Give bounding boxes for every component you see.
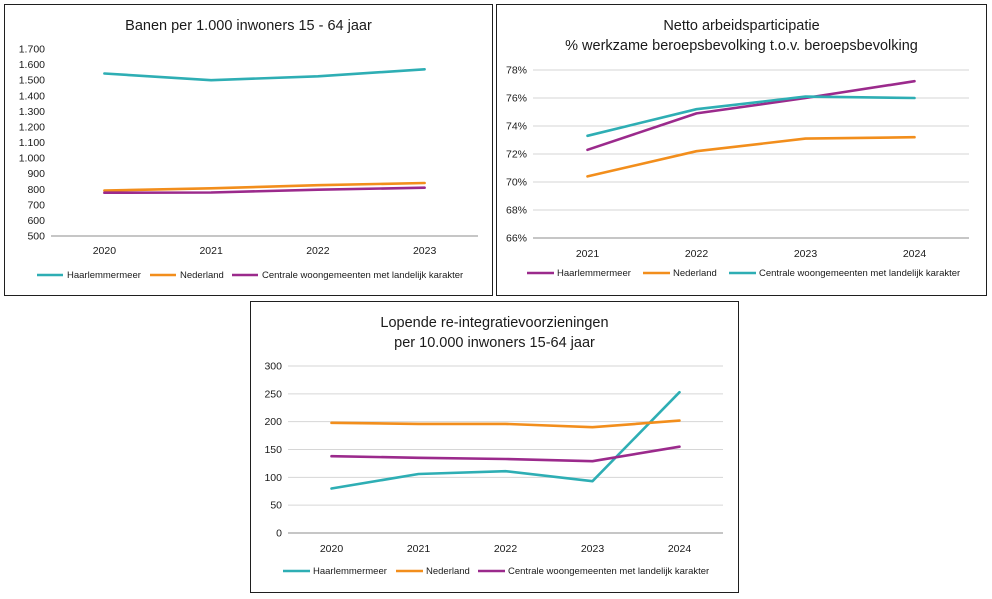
legend-label: Nederland — [180, 270, 224, 281]
x-tick-label: 2024 — [668, 543, 692, 555]
y-tick-label: 100 — [264, 472, 282, 484]
y-tick-label: 1.000 — [19, 153, 45, 165]
chart-svg: Lopende re-integratievoorzieningen per 10… — [264, 315, 723, 577]
y-tick-label: 1.200 — [19, 121, 45, 133]
series-line-nederland — [586, 135, 916, 178]
x-tick-label: 2023 — [413, 245, 437, 257]
y-tick-label: 1.100 — [19, 137, 45, 149]
y-tick-label: 74% — [506, 121, 527, 133]
series-line-nederland — [103, 181, 426, 192]
x-tick-label: 2023 — [581, 543, 605, 555]
y-tick-label: 78% — [506, 65, 527, 77]
y-tick-label: 300 — [264, 361, 282, 373]
x-tick-label: 2021 — [199, 245, 223, 257]
y-tick-label: 68% — [506, 205, 527, 217]
chart-arbeidsparticipatie: Netto arbeidsparticipatie % werkzame bero… — [496, 4, 987, 296]
y-tick-label: 1.400 — [19, 90, 45, 102]
series-line-haarlemmermeer — [103, 68, 426, 82]
legend-label: Nederland — [673, 268, 717, 279]
chart-re-integratie: Lopende re-integratievoorzieningen per 10… — [250, 301, 739, 593]
y-tick-label: 0 — [276, 528, 282, 540]
legend-label: Centrale woongemeenten met landelijk kar… — [262, 270, 463, 281]
legend-label: Haarlemmermeer — [313, 566, 387, 577]
series-line-centrale — [330, 445, 681, 463]
y-tick-label: 1.700 — [19, 44, 45, 56]
chart-title: Lopende re-integratievoorzieningen — [380, 315, 608, 331]
legend-label: Centrale woongemeenten met landelijk kar… — [759, 268, 960, 279]
chart-title: % werkzame beroepsbevolking t.o.v. beroe… — [565, 38, 918, 54]
series-line-haarlemmermeer — [330, 390, 681, 490]
chart-title: Netto arbeidsparticipatie — [663, 18, 819, 34]
legend-label: Nederland — [426, 566, 470, 577]
y-tick-label: 1.300 — [19, 106, 45, 118]
y-tick-label: 700 — [27, 199, 45, 211]
y-tick-label: 250 — [264, 388, 282, 400]
series-line-haarlemmermeer — [586, 79, 916, 152]
chart-banen: Banen per 1.000 inwoners 15 - 64 jaar 500… — [4, 4, 493, 296]
series-line-nederland — [330, 419, 681, 429]
x-tick-label: 2020 — [320, 543, 344, 555]
chart-svg: Banen per 1.000 inwoners 15 - 64 jaar 500… — [19, 18, 478, 281]
y-tick-label: 50 — [270, 500, 282, 512]
x-tick-label: 2021 — [407, 543, 431, 555]
y-tick-label: 900 — [27, 168, 45, 180]
chart-svg: Netto arbeidsparticipatie % werkzame bero… — [506, 18, 969, 279]
y-tick-label: 800 — [27, 184, 45, 196]
y-tick-label: 70% — [506, 177, 527, 189]
x-tick-label: 2024 — [903, 248, 927, 260]
y-tick-label: 150 — [264, 444, 282, 456]
x-tick-label: 2023 — [794, 248, 818, 260]
legend-label: Haarlemmermeer — [557, 268, 631, 279]
x-tick-label: 2022 — [306, 245, 330, 257]
series-line-centrale — [103, 186, 426, 194]
y-tick-label: 600 — [27, 215, 45, 227]
y-tick-label: 66% — [506, 233, 527, 245]
x-tick-label: 2021 — [576, 248, 600, 260]
chart-title: Banen per 1.000 inwoners 15 - 64 jaar — [125, 18, 372, 34]
x-tick-label: 2022 — [685, 248, 709, 260]
x-tick-label: 2022 — [494, 543, 518, 555]
series-line-centrale — [586, 95, 916, 138]
legend-label: Centrale woongemeenten met landelijk kar… — [508, 566, 709, 577]
chart-title: per 10.000 inwoners 15-64 jaar — [394, 335, 595, 351]
legend-label: Haarlemmermeer — [67, 270, 141, 281]
y-tick-label: 200 — [264, 416, 282, 428]
y-tick-label: 72% — [506, 149, 527, 161]
x-tick-label: 2020 — [93, 245, 117, 257]
y-tick-label: 1.500 — [19, 75, 45, 87]
y-tick-label: 76% — [506, 93, 527, 105]
y-tick-label: 1.600 — [19, 59, 45, 71]
y-tick-label: 500 — [27, 231, 45, 243]
